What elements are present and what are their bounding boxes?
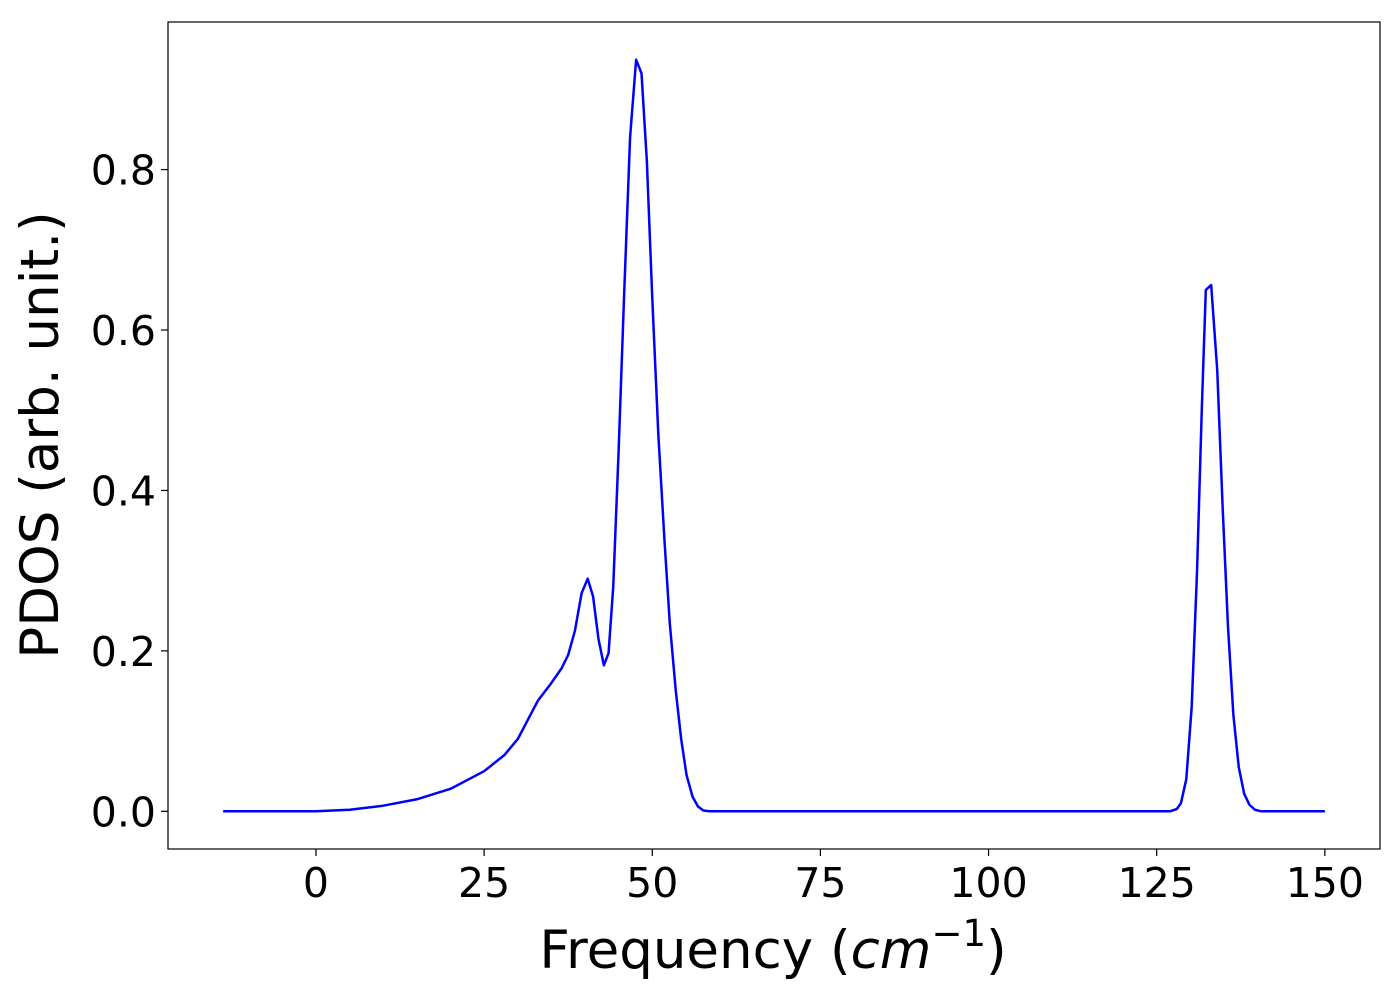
x-tick-label: 25 [458, 859, 510, 907]
x-label-superscript: −1 [931, 912, 986, 955]
x-label-text: ) [986, 920, 1007, 981]
x-label-text: Frequency ( [539, 920, 850, 981]
y-tick-label: 0.2 [91, 628, 156, 676]
x-tick-label: 125 [1118, 859, 1196, 907]
x-tick-label: 75 [794, 859, 846, 907]
x-tick-label: 100 [949, 859, 1027, 907]
x-label-math: cm [851, 920, 932, 981]
x-tick-label: 0 [303, 859, 329, 907]
x-axis-label: Frequency (cm−1) [539, 912, 1006, 981]
x-tick-label: 50 [626, 859, 678, 907]
y-tick-label: 0.0 [91, 788, 156, 836]
y-axis-label: PDOS (arb. unit.) [10, 211, 71, 658]
y-tick-label: 0.6 [91, 307, 156, 355]
data-line [223, 58, 1325, 813]
y-tick-label: 0.4 [91, 467, 156, 515]
plot-frame [167, 21, 1381, 850]
y-tick-label: 0.8 [91, 147, 156, 195]
x-tick-label: 150 [1286, 859, 1364, 907]
